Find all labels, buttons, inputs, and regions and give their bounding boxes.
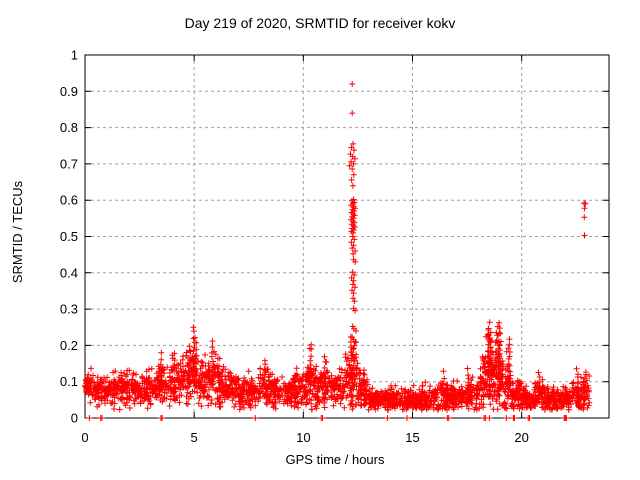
grid-lines	[85, 55, 609, 418]
y-tick-label: 0.4	[60, 265, 78, 280]
x-tick-label: 5	[191, 430, 198, 445]
x-tick-label: 10	[296, 430, 310, 445]
y-tick-label: 0.2	[60, 338, 78, 353]
x-tick-label: 15	[405, 430, 419, 445]
y-tick-label: 0.5	[60, 229, 78, 244]
chart-title: Day 219 of 2020, SRMTID for receiver kok…	[184, 15, 456, 31]
y-tick-label: 0.3	[60, 302, 78, 317]
y-tick-label: 0.9	[60, 84, 78, 99]
y-tick-label: 0.8	[60, 120, 78, 135]
scatter-points	[82, 81, 593, 421]
y-tick-label: 1	[71, 48, 78, 63]
y-tick-label: 0	[71, 411, 78, 426]
y-tick-label: 0.6	[60, 193, 78, 208]
x-tick-label: 0	[81, 430, 88, 445]
x-axis-label: GPS time / hours	[285, 452, 385, 467]
y-tick-label: 0.1	[60, 374, 78, 389]
y-tick-label: 0.7	[60, 156, 78, 171]
x-tick-label: 20	[514, 430, 528, 445]
